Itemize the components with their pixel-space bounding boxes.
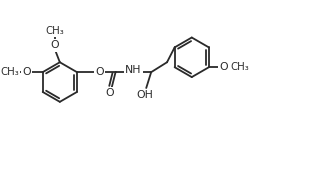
Text: OH: OH — [137, 90, 154, 100]
Text: O: O — [219, 62, 228, 72]
Text: CH₃: CH₃ — [1, 67, 19, 77]
Text: NH: NH — [125, 65, 142, 75]
Text: O: O — [51, 40, 59, 51]
Text: CH₃: CH₃ — [46, 26, 64, 36]
Text: O: O — [105, 88, 114, 98]
Text: O: O — [23, 67, 31, 77]
Text: O: O — [95, 67, 104, 77]
Text: CH₃: CH₃ — [230, 62, 249, 72]
